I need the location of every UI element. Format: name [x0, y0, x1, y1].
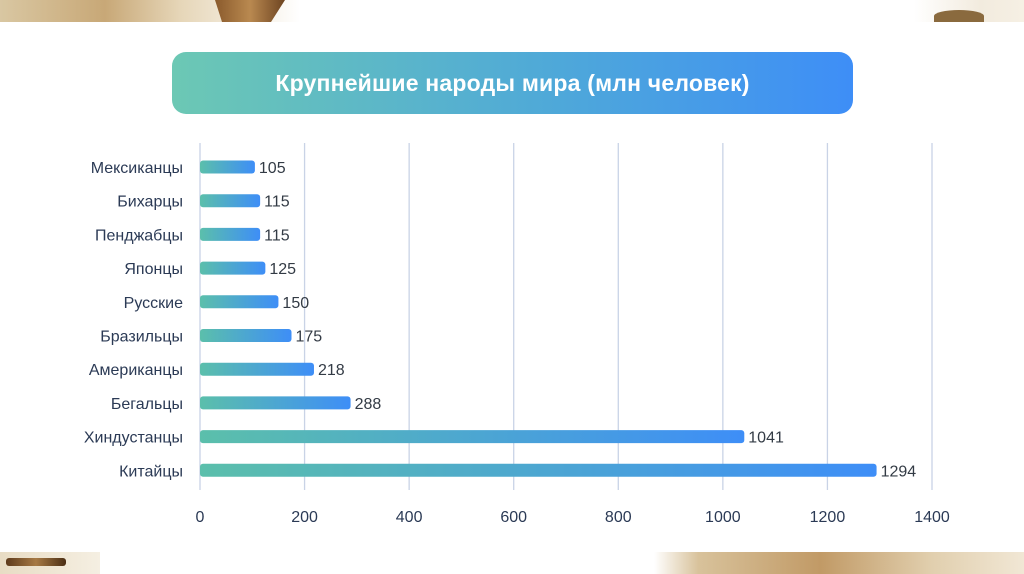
category-label: Китайцы	[119, 463, 183, 480]
category-label: Мексиканцы	[91, 160, 183, 177]
bar	[200, 362, 314, 376]
category-label: Пенджабцы	[95, 227, 183, 244]
x-tick-label: 400	[396, 509, 423, 526]
chart-title: Крупнейшие народы мира (млн человек)	[275, 69, 750, 96]
value-label: 115	[264, 227, 290, 244]
category-label: Хиндустанцы	[84, 430, 183, 447]
bar	[200, 227, 261, 241]
category-label: Бегальцы	[111, 396, 183, 413]
bar	[200, 329, 292, 342]
bar	[200, 430, 745, 444]
bar	[200, 295, 279, 309]
value-label: 125	[269, 261, 296, 278]
decorative-bottom-left-ornament	[0, 552, 100, 574]
value-label: 1041	[748, 430, 784, 447]
x-tick-label: 200	[291, 509, 318, 526]
value-label: 175	[296, 329, 323, 346]
category-label: Американцы	[89, 362, 183, 379]
bar	[200, 261, 266, 275]
decorative-bottom-right-ornament	[654, 552, 1024, 574]
x-tick-label: 600	[500, 509, 527, 526]
bars	[200, 160, 877, 477]
x-tick-label: 1400	[914, 509, 950, 526]
x-tick-label: 0	[196, 509, 205, 526]
category-label: Японцы	[124, 261, 183, 278]
value-label: 288	[355, 396, 382, 413]
x-tick-label: 1000	[705, 509, 741, 526]
chart-title-banner: Крупнейшие народы мира (млн человек)	[172, 52, 853, 114]
category-label: Бихарцы	[117, 194, 183, 211]
value-label: 150	[282, 295, 309, 312]
bar	[200, 194, 261, 208]
bar	[200, 463, 877, 477]
x-tick-label: 1200	[810, 509, 846, 526]
decorative-top-right-ornament	[914, 0, 1024, 22]
x-tick-label: 800	[605, 509, 632, 526]
bar	[200, 396, 351, 410]
category-label: Бразильцы	[100, 329, 183, 346]
value-label: 115	[264, 194, 290, 211]
value-label: 105	[259, 160, 286, 177]
category-label: Русские	[124, 295, 183, 312]
labels: 0 200 400 600 800 1000 1200 1400 Мексиканцы 105 Би…	[84, 160, 950, 526]
bar	[200, 160, 255, 174]
value-label: 1294	[881, 463, 917, 480]
value-label: 218	[318, 362, 345, 379]
decorative-top-left-ornament	[0, 0, 300, 22]
